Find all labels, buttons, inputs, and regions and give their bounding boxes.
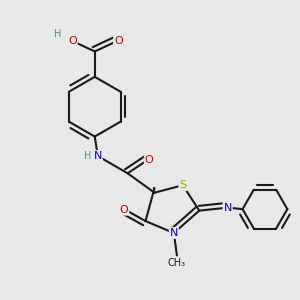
Text: O: O <box>114 36 123 46</box>
Text: S: S <box>179 180 186 190</box>
Text: N: N <box>94 151 102 161</box>
Text: O: O <box>145 155 154 165</box>
Text: N: N <box>224 202 232 213</box>
Text: O: O <box>120 205 128 215</box>
Text: H: H <box>54 29 62 39</box>
Text: H: H <box>84 151 91 161</box>
Text: O: O <box>68 36 77 46</box>
Text: N: N <box>170 228 178 238</box>
Text: CH₃: CH₃ <box>168 258 186 268</box>
